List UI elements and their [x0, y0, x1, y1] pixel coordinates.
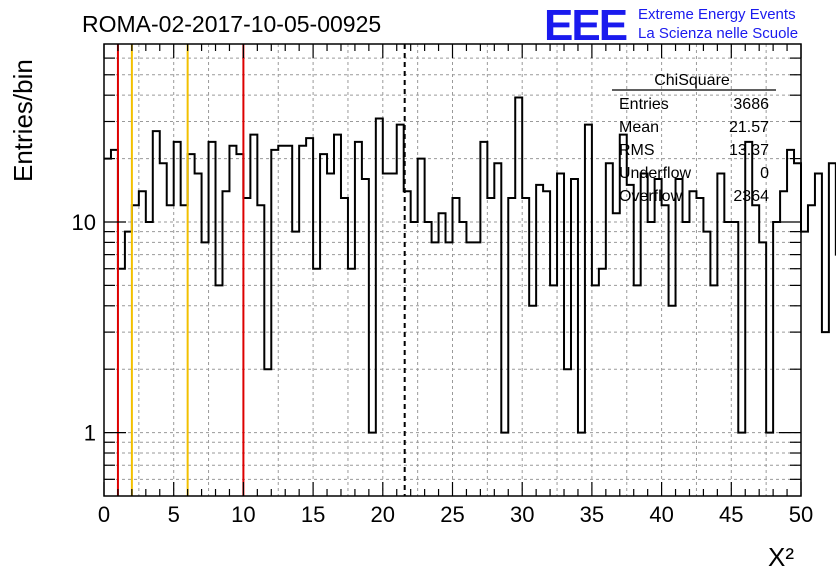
- x-tick-label: 30: [510, 502, 534, 527]
- x-tick-label: 0: [98, 502, 110, 527]
- stats-label: RMS: [619, 142, 655, 159]
- y-axis-label: Entries/bin: [8, 59, 38, 182]
- axes: [103, 43, 802, 497]
- stats-value: 13.37: [729, 142, 769, 159]
- stats-value: 0: [760, 165, 769, 182]
- x-tick-label: 10: [231, 502, 255, 527]
- histogram-outline: [104, 96, 836, 434]
- eee-logo-mark: EEE: [544, 1, 627, 50]
- x-tick-labels: 0 5 10 15 20 25 30 35 40 45 50: [98, 502, 813, 527]
- stats-box-title: ChiSquare: [654, 72, 730, 89]
- stats-value: 21.57: [729, 119, 769, 136]
- stats-value: 3686: [733, 96, 769, 113]
- stats-label: Entries: [619, 96, 669, 113]
- eee-logo-line2: La Scienza nelle Scuole: [638, 25, 798, 42]
- stats-label: Overflow: [619, 188, 683, 205]
- stats-label: Mean: [619, 119, 659, 136]
- marker-lines: [116, 44, 406, 496]
- stats-box: ChiSquare Entries 3686 Mean 21.57 RMS 13.37 Un…: [612, 72, 776, 205]
- x-tick-label: 40: [649, 502, 673, 527]
- x-tick-label: 45: [719, 502, 743, 527]
- x-tick-label: 20: [371, 502, 395, 527]
- chart-title: ROMA-02-2017-10-05-00925: [82, 11, 381, 37]
- x-tick-label: 5: [168, 502, 180, 527]
- x-tick-label: 15: [301, 502, 325, 527]
- stats-label: Underflow: [619, 165, 691, 182]
- grid-lines: [104, 44, 801, 496]
- eee-logo-line1: Extreme Energy Events: [638, 6, 796, 23]
- histogram-bars: [104, 96, 836, 434]
- y-tick-labels: 1 10: [72, 210, 96, 446]
- x-tick-label: 50: [789, 502, 813, 527]
- x-tick-label: 25: [440, 502, 464, 527]
- y-tick-label: 10: [72, 210, 96, 235]
- x-axis-label: X²: [768, 542, 794, 572]
- x-tick-label: 35: [580, 502, 604, 527]
- y-tick-label: 1: [84, 421, 96, 446]
- eee-logo: EEE Extreme Energy Events La Scienza nel…: [544, 1, 798, 50]
- stats-value: 2364: [733, 188, 769, 205]
